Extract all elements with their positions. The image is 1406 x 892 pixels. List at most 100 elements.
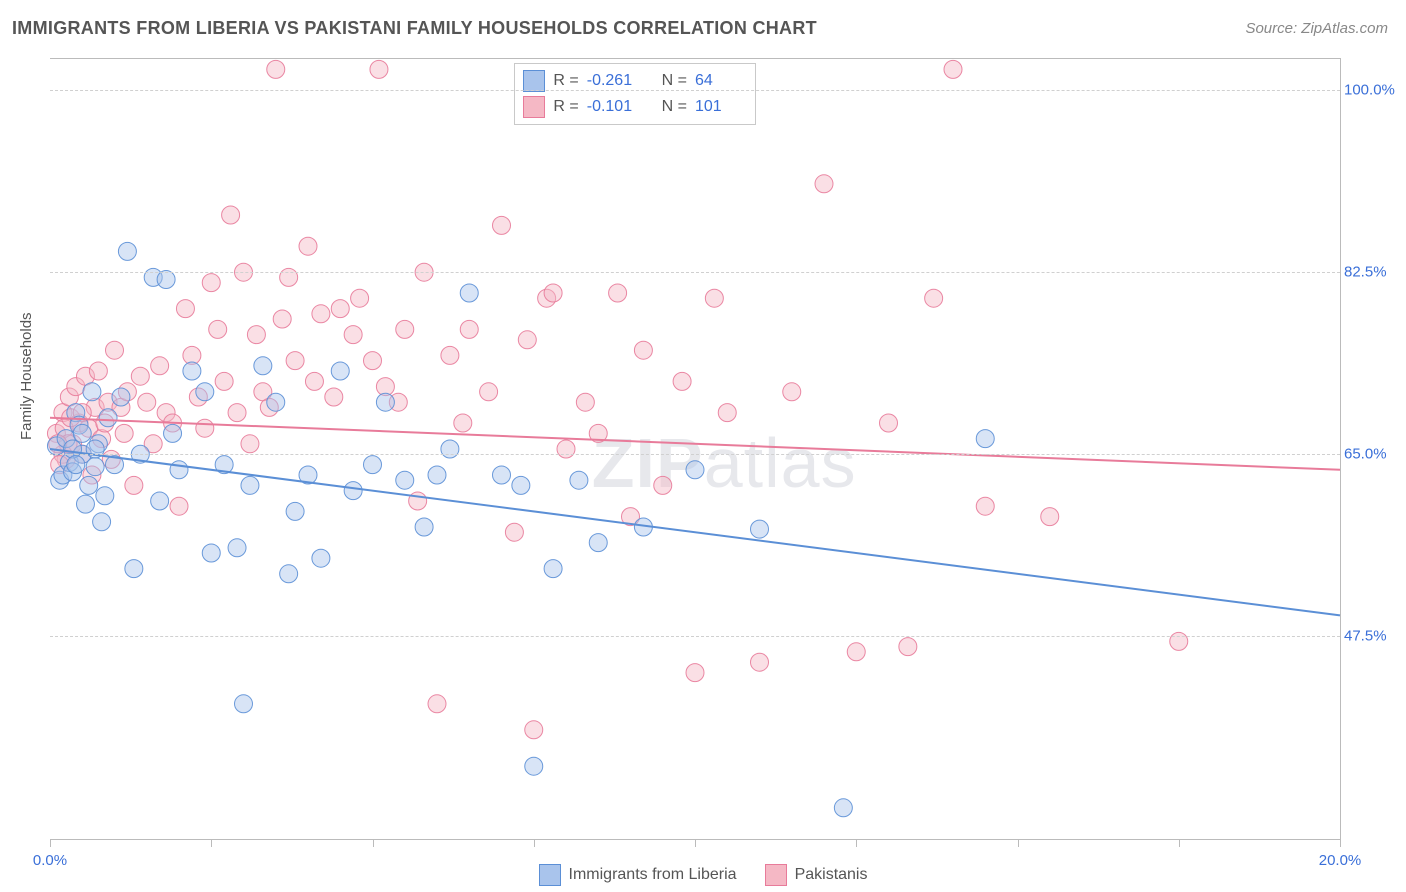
data-point: [89, 362, 107, 380]
stat-n-value: 101: [695, 94, 745, 120]
y-tick-label: 82.5%: [1344, 264, 1396, 281]
data-point: [273, 310, 291, 328]
data-point: [125, 560, 143, 578]
gridline: [50, 454, 1340, 455]
legend-swatch: [765, 864, 787, 886]
data-point: [441, 346, 459, 364]
plot-area: ZIPatlas R =-0.261 N = 64R =-0.101 N = 1…: [50, 58, 1341, 840]
data-point: [570, 471, 588, 489]
data-point: [428, 695, 446, 713]
x-tick: [695, 839, 696, 847]
y-tick-label: 65.0%: [1344, 446, 1396, 463]
data-point: [76, 495, 94, 513]
gridline: [50, 90, 1340, 91]
data-point: [576, 393, 594, 411]
data-point: [480, 383, 498, 401]
data-point: [557, 440, 575, 458]
legend-item: Pakistanis: [765, 864, 868, 886]
data-point: [305, 372, 323, 390]
legend-label: Immigrants from Liberia: [569, 866, 737, 884]
data-point: [370, 60, 388, 78]
data-point: [170, 461, 188, 479]
data-point: [505, 523, 523, 541]
data-point: [202, 274, 220, 292]
data-point: [654, 476, 672, 494]
data-point: [518, 331, 536, 349]
data-point: [673, 372, 691, 390]
data-point: [125, 476, 143, 494]
data-point: [428, 466, 446, 484]
data-point: [589, 534, 607, 552]
data-point: [705, 289, 723, 307]
gridline: [50, 636, 1340, 637]
data-point: [170, 497, 188, 515]
stat-r-label: R =: [553, 94, 578, 120]
data-point: [131, 367, 149, 385]
data-point: [267, 393, 285, 411]
data-point: [254, 357, 272, 375]
data-point: [634, 341, 652, 359]
data-point: [80, 476, 98, 494]
data-point: [280, 268, 298, 286]
data-point: [415, 518, 433, 536]
data-point: [209, 320, 227, 338]
data-point: [280, 565, 298, 583]
y-axis-label: Family Households: [18, 312, 35, 440]
stat-n-label: N =: [662, 94, 687, 120]
data-point: [899, 638, 917, 656]
data-point: [93, 513, 111, 531]
data-point: [376, 393, 394, 411]
x-tick: [211, 839, 212, 847]
data-point: [112, 388, 130, 406]
data-point: [460, 284, 478, 302]
data-point: [96, 487, 114, 505]
data-point: [73, 424, 91, 442]
data-point: [118, 242, 136, 260]
data-point: [686, 461, 704, 479]
data-point: [86, 458, 104, 476]
x-tick: [856, 839, 857, 847]
series-swatch: [523, 70, 545, 92]
data-point: [164, 424, 182, 442]
data-point: [344, 482, 362, 500]
data-point: [267, 60, 285, 78]
data-point: [944, 60, 962, 78]
data-point: [493, 216, 511, 234]
data-point: [351, 289, 369, 307]
legend-swatch: [539, 864, 561, 886]
legend: Immigrants from Liberia Pakistanis: [0, 864, 1406, 886]
data-point: [83, 383, 101, 401]
data-point: [241, 435, 259, 453]
data-point: [67, 456, 85, 474]
data-point: [228, 539, 246, 557]
legend-item: Immigrants from Liberia: [539, 864, 737, 886]
data-point: [783, 383, 801, 401]
source-attribution: Source: ZipAtlas.com: [1245, 20, 1388, 37]
data-point: [312, 305, 330, 323]
x-tick: [50, 839, 51, 847]
data-point: [151, 492, 169, 510]
scatter-svg: [50, 59, 1340, 839]
data-point: [325, 388, 343, 406]
data-point: [64, 440, 82, 458]
data-point: [525, 721, 543, 739]
data-point: [247, 326, 265, 344]
data-point: [544, 284, 562, 302]
data-point: [286, 352, 304, 370]
correlation-stats-box: R =-0.261 N = 64R =-0.101 N = 101: [514, 63, 756, 125]
data-point: [183, 362, 201, 380]
data-point: [138, 393, 156, 411]
data-point: [686, 664, 704, 682]
data-point: [364, 456, 382, 474]
data-point: [396, 471, 414, 489]
data-point: [454, 414, 472, 432]
data-point: [815, 175, 833, 193]
data-point: [512, 476, 530, 494]
y-tick-label: 100.0%: [1344, 82, 1396, 99]
data-point: [331, 300, 349, 318]
data-point: [364, 352, 382, 370]
data-point: [235, 695, 253, 713]
data-point: [151, 357, 169, 375]
legend-label: Pakistanis: [795, 866, 868, 884]
x-tick: [534, 839, 535, 847]
